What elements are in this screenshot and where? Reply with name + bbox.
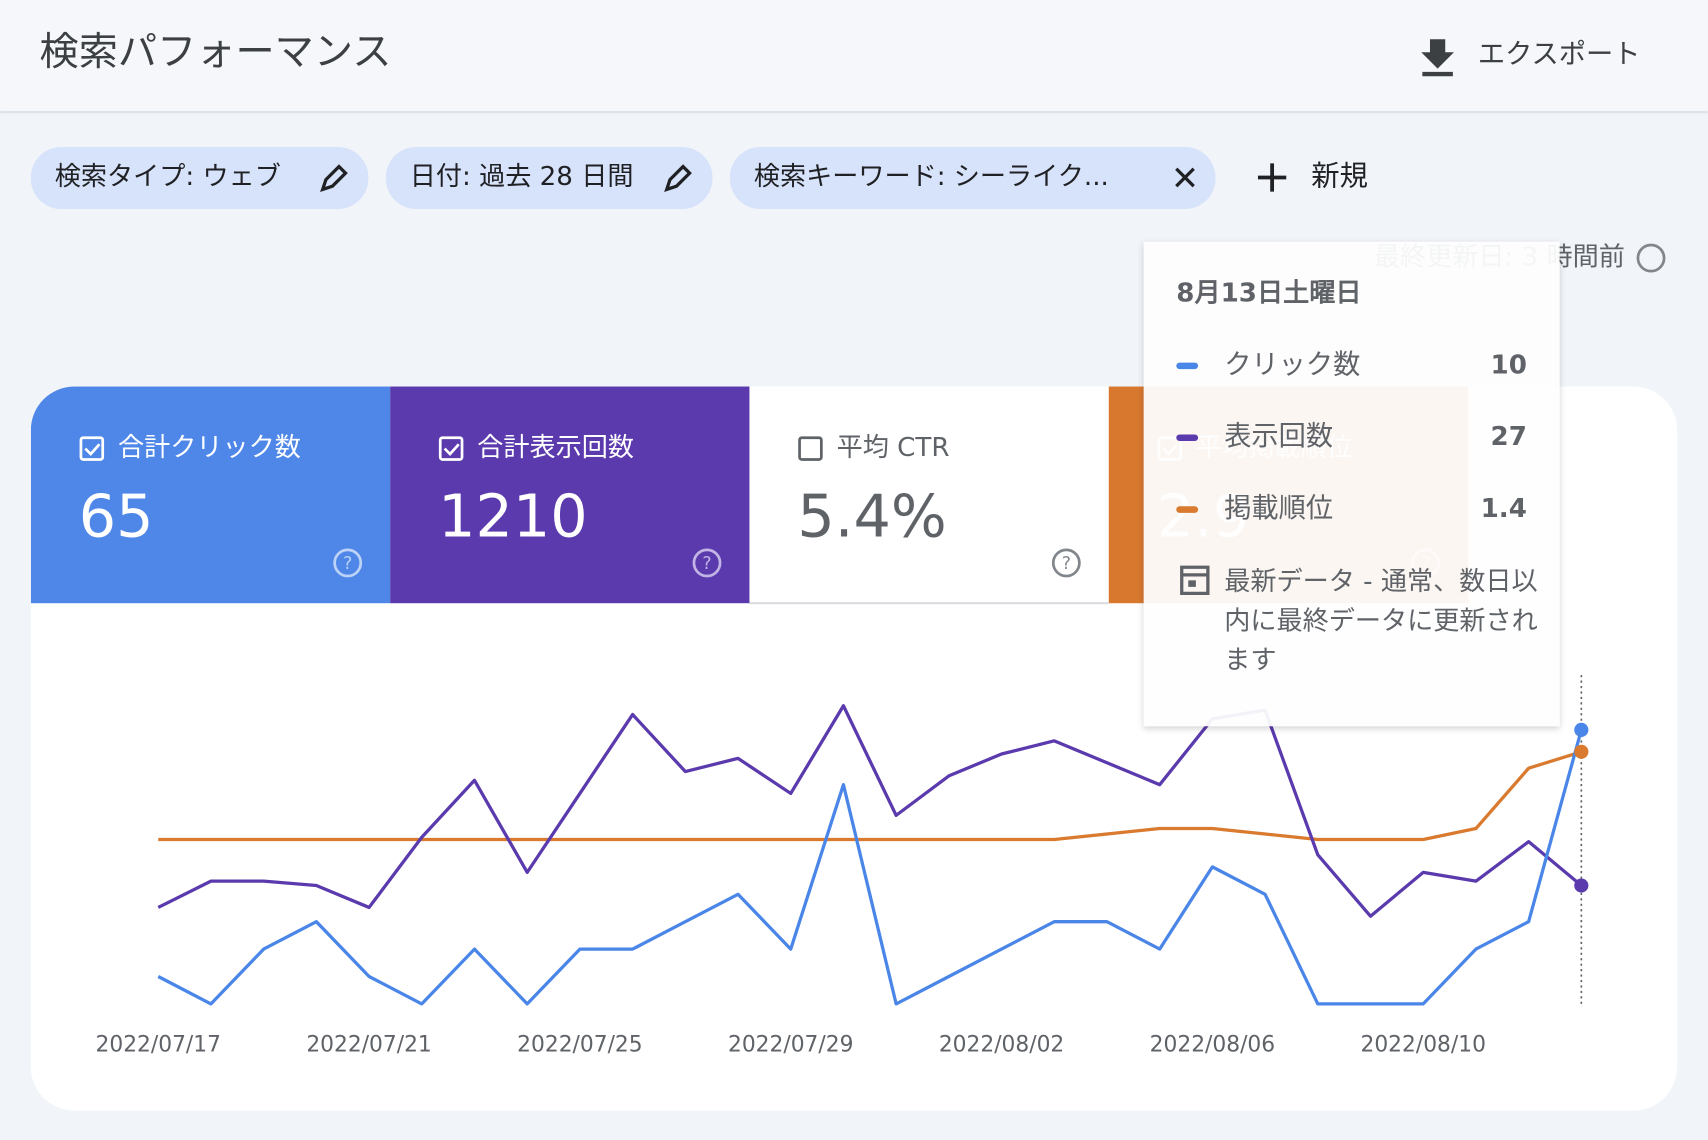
help-icon [1051, 548, 1081, 578]
chip-bg [729, 146, 1216, 210]
metric-card[interactable]: 平均 CTR 5.4%? [749, 386, 1109, 604]
header-bar [0, 0, 1708, 113]
legend-value: 27 [1491, 422, 1527, 452]
chip-bg [30, 146, 369, 210]
metric-label: 合計表示回数 [477, 433, 634, 463]
tooltip-date: 8月13日土曜日 [1176, 278, 1361, 308]
series-line [158, 750, 1582, 842]
calendar-day [1188, 580, 1196, 587]
series-line [157, 729, 1583, 1006]
hover-dot [1574, 878, 1589, 893]
card-bg [749, 386, 1109, 604]
help-mark: ? [702, 554, 711, 574]
tooltip-note: 最新データ - 通常、数日以内に最終データに更新されます [1224, 566, 1538, 676]
plus-icon [1257, 163, 1287, 192]
filter-chip[interactable]: 検索キーワード: シーライク... [729, 146, 1216, 210]
filter-chip[interactable]: 検索タイプ: ウェブ [30, 146, 369, 210]
metric-card[interactable]: 合計表示回数 1210? [390, 386, 750, 604]
new-label: 新規 [1311, 159, 1368, 192]
download-icon [1421, 39, 1454, 77]
page-title: 検索パフォーマンス [40, 30, 392, 75]
help-icon [1636, 243, 1666, 273]
tooltip-note-box: 最新データ - 通常、数日以内に最終データに更新されます [1224, 566, 1538, 676]
metric-label: 平均 CTR [837, 433, 950, 463]
hover-dot [1574, 744, 1589, 759]
x-tick-label: 2022/08/02 [939, 1032, 1064, 1057]
tooltip-rows: クリック数 10 表示回数 27 掲載順位 1.4 [1176, 349, 1527, 524]
tooltip-bg [1143, 241, 1560, 727]
help-mark: ? [1062, 554, 1071, 574]
series-line [157, 704, 1583, 918]
help-icon [692, 548, 722, 578]
metric-value: 1210 [438, 482, 588, 551]
x-tick-label: 2022/07/25 [517, 1032, 642, 1057]
metric-card[interactable]: 合計クリック数 65? [30, 386, 391, 604]
legend-value: 1.4 [1481, 494, 1527, 524]
legend-value: 10 [1491, 350, 1527, 380]
new-filter[interactable]: 新規 [1257, 159, 1368, 192]
legend-name: 表示回数 [1224, 421, 1333, 452]
legend-swatch [1176, 434, 1199, 441]
x-tick-label: 2022/08/06 [1150, 1032, 1275, 1057]
check-mark [84, 443, 101, 457]
tooltip: 8月13日土曜日 クリック数 10 表示回数 27 掲載順位 1.4 最新データ - 通常… [1143, 241, 1560, 727]
filter-chip[interactable]: 日付: 過去 28 日間 [385, 146, 713, 210]
hover-dot [1574, 722, 1589, 737]
edit-icon [664, 164, 692, 193]
check-mark [443, 443, 460, 457]
chip-label: 日付: 過去 28 日間 [410, 162, 634, 192]
chart: 2022/07/17 2022/07/21 2022/07/25 2022/07/29… [96, 675, 1589, 1057]
export-label: エクスポート [1478, 39, 1641, 70]
legend-swatch [1176, 506, 1199, 513]
x-tick-label: 2022/07/21 [306, 1032, 431, 1057]
card-bg [30, 386, 391, 604]
card-bg [390, 386, 750, 604]
legend-swatch [1176, 362, 1199, 370]
export-button[interactable]: エクスポート [1421, 39, 1641, 77]
chip-bg [385, 146, 713, 210]
checkbox [79, 436, 105, 461]
chip-label: 検索タイプ: ウェブ [55, 162, 281, 192]
checkbox [798, 436, 823, 461]
help-mark: ? [343, 554, 352, 574]
x-tick-label: 2022/07/17 [96, 1032, 221, 1057]
metric-value: 5.4% [797, 482, 946, 551]
calendar-icon [1180, 565, 1210, 596]
x-tick-label: 2022/08/10 [1360, 1032, 1485, 1057]
checkbox [438, 436, 464, 461]
metric-label: 合計クリック数 [118, 433, 301, 463]
legend-name: クリック数 [1224, 349, 1360, 380]
legend-name: 掲載順位 [1224, 493, 1333, 524]
x-tick-label: 2022/07/29 [728, 1032, 853, 1057]
edit-icon [320, 164, 348, 193]
chip-label: 検索キーワード: シーライク... [754, 162, 1109, 192]
help-icon [333, 548, 363, 578]
metric-value: 65 [79, 482, 154, 551]
remove-icon [1175, 167, 1195, 188]
